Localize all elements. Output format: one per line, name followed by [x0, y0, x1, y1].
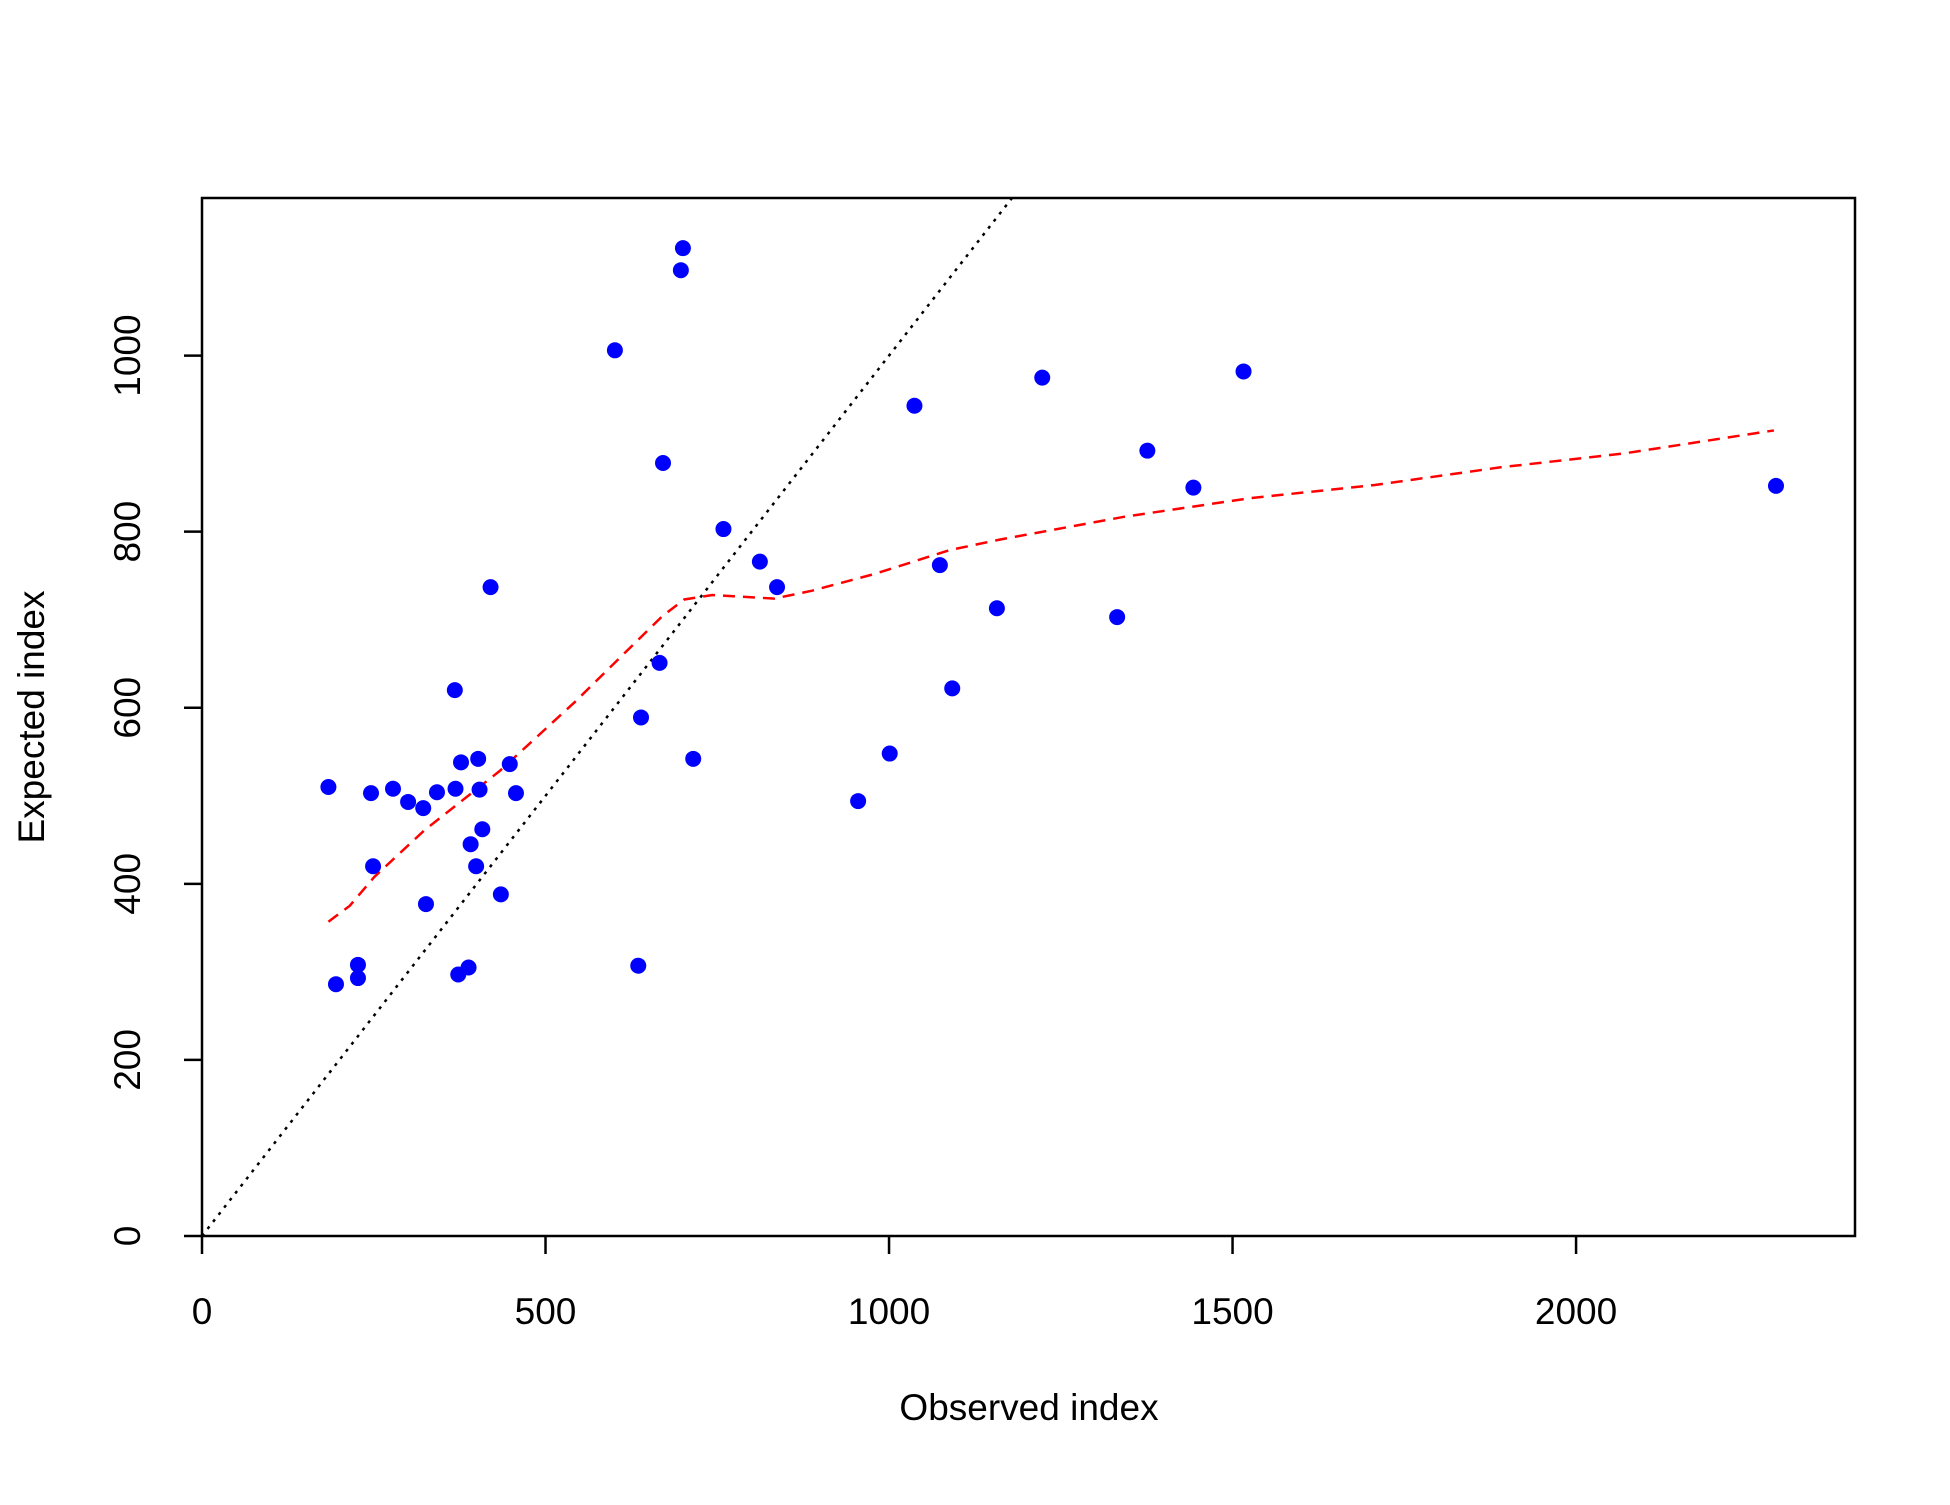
y-tick-label: 800 [107, 501, 148, 563]
point [906, 397, 923, 414]
point [651, 654, 668, 671]
point [944, 680, 961, 697]
y-axis-label: Expected index [11, 590, 52, 844]
y-tick-label: 400 [107, 853, 148, 915]
point [1235, 363, 1252, 380]
point [672, 262, 689, 279]
point [1139, 442, 1156, 459]
point [453, 754, 470, 771]
point [685, 750, 702, 767]
point [606, 342, 623, 359]
point [674, 240, 691, 257]
point [474, 821, 491, 838]
point [850, 793, 867, 810]
point [470, 750, 487, 767]
point [751, 553, 768, 570]
point [415, 800, 432, 817]
x-tick-label: 2000 [1535, 1291, 1617, 1332]
point [1185, 479, 1202, 496]
point [654, 455, 671, 472]
point [468, 858, 485, 875]
point [769, 579, 786, 596]
point [417, 896, 434, 913]
point [501, 756, 518, 773]
point [471, 781, 488, 798]
point [320, 778, 337, 795]
point [349, 970, 366, 987]
point [630, 957, 647, 974]
point [447, 780, 464, 797]
identity-line [202, 198, 1014, 1236]
point [881, 745, 898, 762]
point [365, 858, 382, 875]
point [1767, 477, 1784, 494]
y-tick-label: 600 [107, 677, 148, 739]
point [1034, 369, 1051, 386]
point [633, 709, 650, 726]
y-tick-label: 200 [107, 1029, 148, 1091]
point [715, 521, 732, 538]
point [349, 956, 366, 973]
point [446, 682, 463, 699]
point [460, 959, 477, 976]
x-tick-label: 500 [515, 1291, 577, 1332]
point [400, 793, 417, 810]
x-tick-label: 1500 [1191, 1291, 1273, 1332]
point [1109, 609, 1126, 626]
point [462, 836, 479, 853]
trend-line [327, 429, 1775, 923]
point [327, 976, 344, 993]
y-tick-label: 0 [107, 1226, 148, 1247]
plot-frame [200, 196, 1857, 1238]
point [384, 780, 401, 797]
point [428, 784, 445, 801]
point [507, 785, 524, 802]
point [988, 600, 1005, 617]
x-axis-label: Observed index [899, 1387, 1159, 1428]
point [363, 785, 380, 802]
x-tick-label: 0 [192, 1291, 213, 1332]
point [492, 886, 509, 903]
point [482, 579, 499, 596]
x-tick-label: 1000 [848, 1291, 930, 1332]
y-tick-label: 1000 [107, 314, 148, 396]
point [931, 557, 948, 574]
